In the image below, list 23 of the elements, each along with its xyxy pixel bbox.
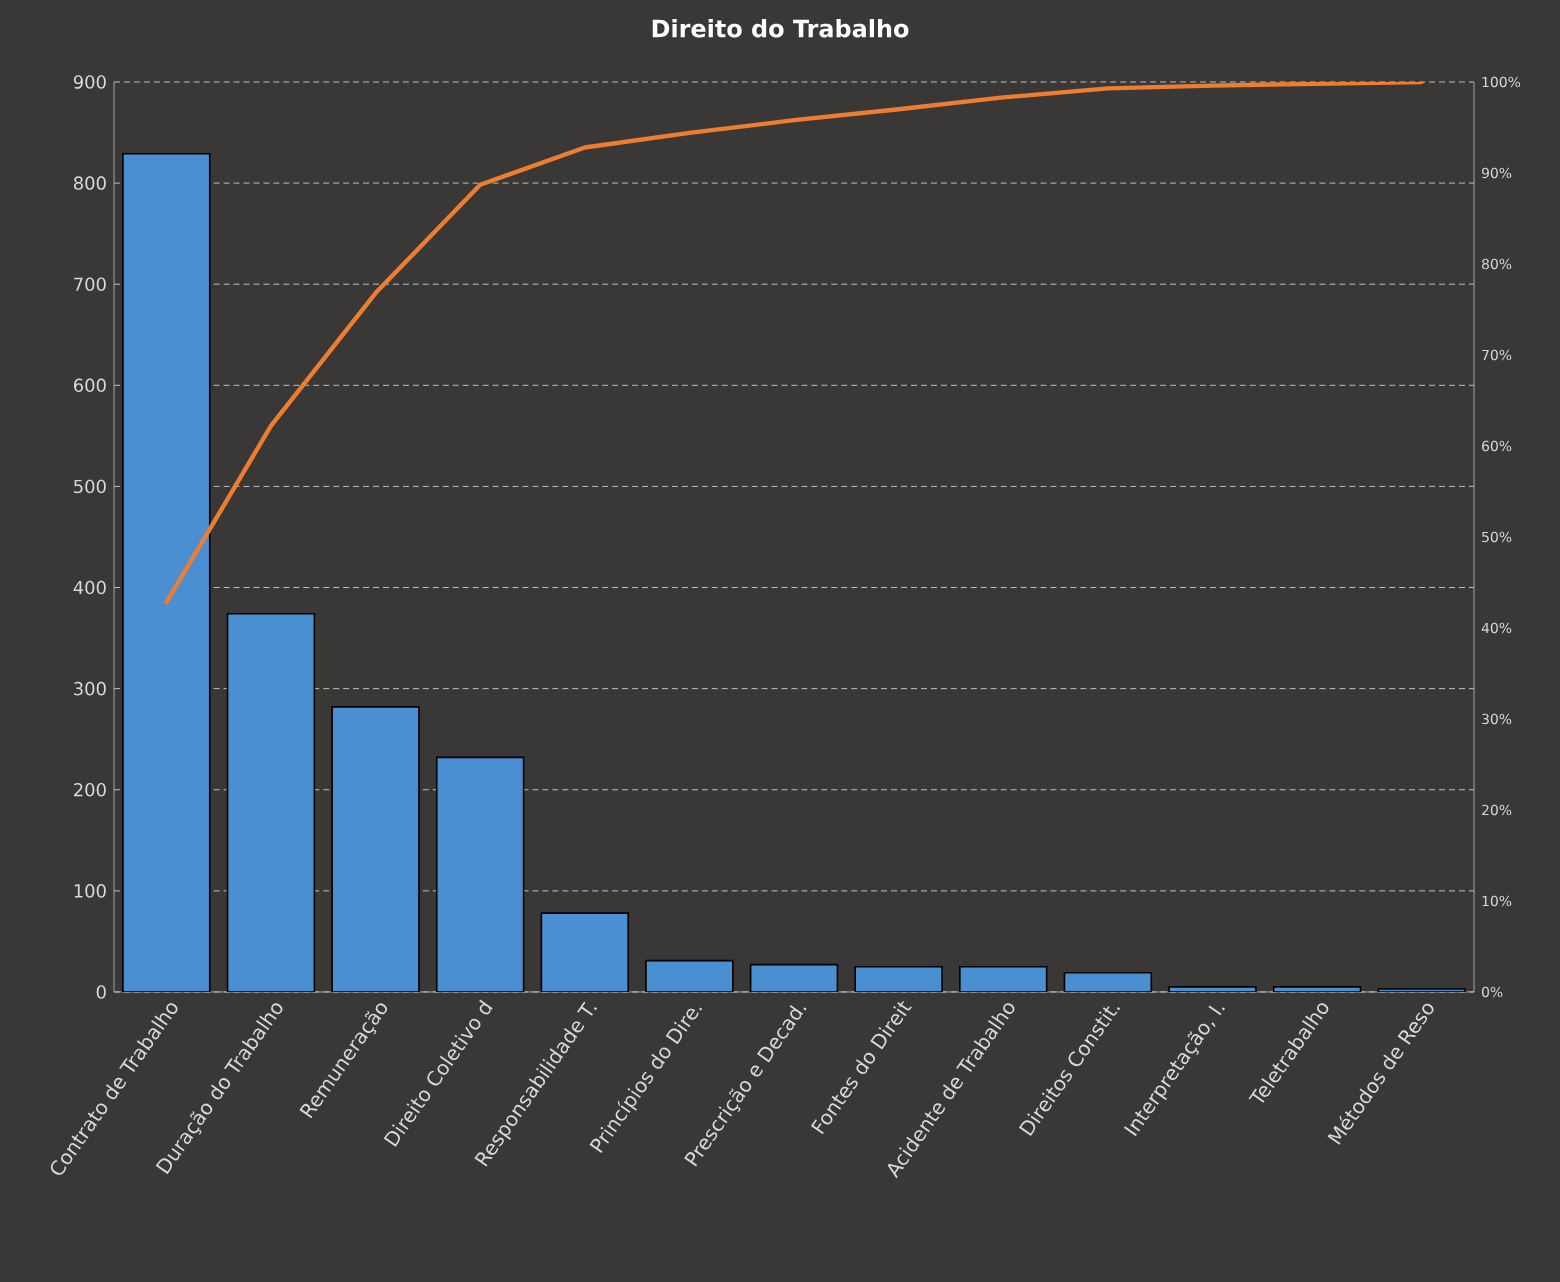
bar — [1063, 971, 1153, 992]
bar — [540, 912, 629, 992]
bar — [1168, 986, 1257, 992]
bar — [749, 963, 839, 992]
y-tick-label: 500 — [74, 479, 106, 494]
bar — [331, 706, 420, 992]
bar — [122, 152, 211, 992]
bar — [435, 756, 525, 992]
y-tick-label: 900 — [73, 75, 106, 89]
y-tick-label: 300 — [74, 681, 106, 696]
y-tick-label: 200 — [74, 782, 106, 797]
y-tick-label: 400 — [73, 580, 106, 595]
bar — [226, 613, 316, 992]
y-tick-label: 0 — [96, 985, 106, 999]
y-tick-label: 800 — [73, 176, 106, 190]
bar — [645, 959, 734, 992]
chart-title: Direito do Trabalho — [652, 19, 909, 38]
y-tick-label: 100 — [74, 884, 106, 898]
bar — [959, 965, 1048, 992]
y-tick-label: 600 — [74, 378, 106, 393]
bar — [1272, 986, 1362, 992]
y-tick-label: 700 — [74, 277, 106, 291]
bar — [854, 965, 943, 992]
